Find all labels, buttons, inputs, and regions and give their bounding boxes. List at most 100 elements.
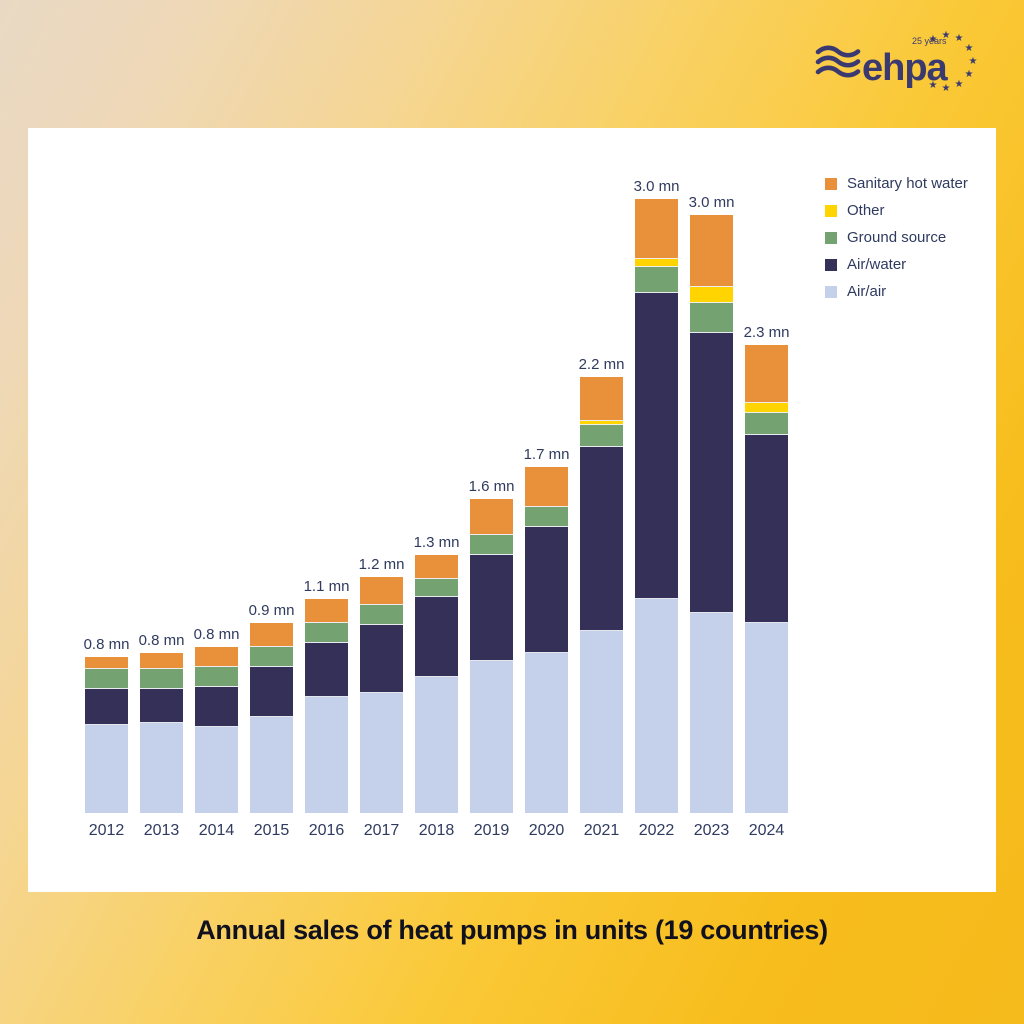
segment-air-water-2015 — [250, 667, 293, 717]
segment-ground-source-2017 — [360, 605, 403, 625]
total-label-2022: 3.0 mn — [633, 178, 680, 195]
segment-air-water-2024 — [745, 435, 788, 623]
segment-air-air-2018 — [415, 677, 458, 813]
bar-2022: 3.0 mn 2022 — [634, 178, 680, 839]
segment-air-water-2020 — [525, 527, 568, 653]
segment-air-air-2017 — [360, 693, 403, 813]
segment-ground-source-2021 — [580, 425, 623, 447]
segment-sanitary-hot-water-2016 — [305, 599, 348, 623]
legend-item-air-air: Air/air — [825, 283, 968, 300]
segment-sanitary-hot-water-2021 — [580, 377, 623, 421]
waves-icon — [815, 45, 861, 78]
bar-2021: 2.2 mn 2021 — [579, 356, 625, 839]
segment-air-air-2024 — [745, 623, 788, 813]
logo-brand-text: ehpa — [862, 47, 949, 89]
total-label-2013: 0.8 mn — [138, 632, 185, 649]
segment-air-air-2012 — [85, 725, 128, 813]
total-label-2014: 0.8 mn — [193, 626, 240, 643]
bar-2018: 1.3 mn 2018 — [414, 534, 460, 839]
legend-item-air-water: Air/water — [825, 256, 968, 273]
segment-air-water-2018 — [415, 597, 458, 677]
segment-air-water-2021 — [580, 447, 623, 631]
year-label-2016: 2016 — [308, 822, 345, 839]
segment-sanitary-hot-water-2023 — [690, 215, 733, 287]
segment-sanitary-hot-water-2018 — [415, 555, 458, 579]
legend-label: Air/air — [847, 283, 887, 300]
year-label-2021: 2021 — [583, 822, 620, 839]
year-label-2013: 2013 — [143, 822, 180, 839]
legend-swatch-icon — [825, 231, 837, 244]
segment-air-air-2019 — [470, 661, 513, 813]
year-label-2015: 2015 — [253, 822, 290, 839]
bar-2020: 1.7 mn 2020 — [524, 446, 570, 839]
segment-ground-source-2024 — [745, 413, 788, 435]
segment-ground-source-2015 — [250, 647, 293, 667]
bar-2014: 0.8 mn 2014 — [194, 626, 240, 839]
svg-text:★: ★ — [955, 33, 964, 44]
segment-ground-source-2022 — [635, 267, 678, 293]
bar-2019: 1.6 mn 2019 — [469, 478, 515, 839]
svg-text:★: ★ — [942, 30, 951, 41]
year-label-2019: 2019 — [473, 822, 510, 839]
segment-air-water-2019 — [470, 555, 513, 661]
segment-ground-source-2018 — [415, 579, 458, 597]
segment-air-water-2012 — [85, 689, 128, 725]
segment-air-water-2023 — [690, 333, 733, 613]
segment-ground-source-2016 — [305, 623, 348, 643]
segment-sanitary-hot-water-2022 — [635, 199, 678, 259]
legend-swatch-icon — [825, 204, 837, 217]
segment-ground-source-2014 — [195, 667, 238, 687]
legend-label: Other — [847, 202, 885, 219]
legend-item-sanitary-hot-water: Sanitary hot water — [825, 175, 968, 192]
total-label-2017: 1.2 mn — [358, 556, 405, 573]
legend: Sanitary hot water Other Ground source Air/… — [825, 175, 968, 310]
legend-swatch-icon — [825, 285, 837, 298]
segment-other-2024 — [745, 403, 788, 413]
segment-sanitary-hot-water-2014 — [195, 647, 238, 667]
segment-other-2023 — [690, 287, 733, 303]
bar-2016: 1.1 mn 2016 — [304, 578, 350, 839]
segment-ground-source-2020 — [525, 507, 568, 527]
legend-label: Ground source — [847, 229, 947, 246]
svg-text:★: ★ — [942, 83, 951, 92]
year-label-2024: 2024 — [748, 822, 785, 839]
legend-label: Sanitary hot water — [847, 175, 968, 192]
segment-air-air-2013 — [140, 723, 183, 813]
segment-sanitary-hot-water-2012 — [85, 657, 128, 669]
bar-2023: 3.0 mn 2023 — [689, 194, 735, 839]
segment-air-air-2023 — [690, 613, 733, 813]
bar-2013: 0.8 mn 2013 — [139, 632, 185, 839]
segment-sanitary-hot-water-2020 — [525, 467, 568, 507]
year-label-2012: 2012 — [88, 822, 125, 839]
segment-sanitary-hot-water-2017 — [360, 577, 403, 605]
segment-sanitary-hot-water-2024 — [745, 345, 788, 403]
segment-sanitary-hot-water-2019 — [470, 499, 513, 535]
year-label-2014: 2014 — [198, 822, 235, 839]
segment-air-air-2014 — [195, 727, 238, 813]
segment-sanitary-hot-water-2015 — [250, 623, 293, 647]
bar-2015: 0.9 mn 2015 — [249, 602, 295, 839]
svg-text:★: ★ — [955, 79, 964, 90]
total-label-2012: 0.8 mn — [83, 636, 130, 653]
year-label-2023: 2023 — [693, 822, 730, 839]
svg-text:★: ★ — [929, 34, 938, 45]
segment-air-water-2014 — [195, 687, 238, 727]
chart-panel: 0.8 mn 2012 0.8 mn 2013 0.8 mn 2014 0.9 mn 2015… — [28, 128, 996, 892]
segment-air-water-2016 — [305, 643, 348, 697]
svg-text:★: ★ — [965, 69, 974, 80]
segment-other-2022 — [635, 259, 678, 267]
chart-title: Annual sales of heat pumps in units (19 … — [196, 915, 828, 945]
legend-item-other: Other — [825, 202, 968, 219]
segment-ground-source-2023 — [690, 303, 733, 333]
segment-other-2021 — [580, 421, 623, 425]
segment-air-air-2015 — [250, 717, 293, 813]
legend-swatch-icon — [825, 258, 837, 271]
segment-air-water-2017 — [360, 625, 403, 693]
total-label-2024: 2.3 mn — [743, 324, 790, 341]
legend-label: Air/water — [847, 256, 907, 273]
total-label-2019: 1.6 mn — [468, 478, 515, 495]
year-label-2020: 2020 — [528, 822, 565, 839]
segment-air-air-2020 — [525, 653, 568, 813]
total-label-2018: 1.3 mn — [413, 534, 460, 551]
logo-badge-text: 25 years — [912, 36, 947, 46]
